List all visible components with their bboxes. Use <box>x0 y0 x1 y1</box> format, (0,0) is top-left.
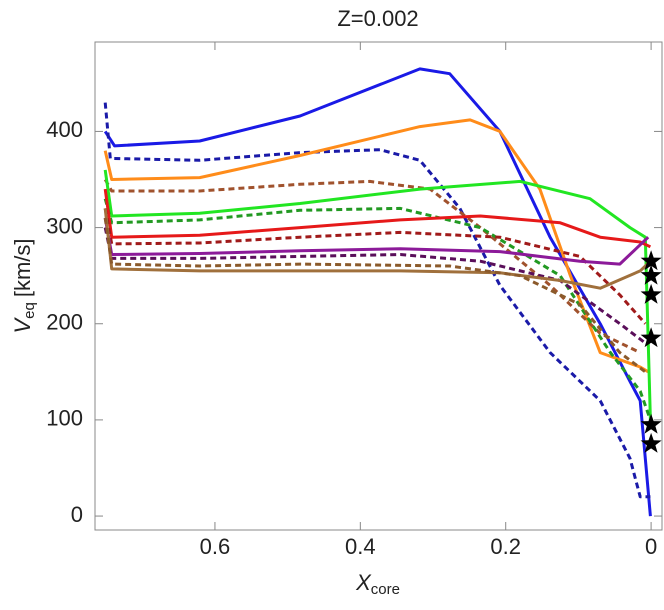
star-marker <box>640 413 662 434</box>
series-line <box>103 118 649 374</box>
series-line <box>103 188 652 249</box>
star-marker <box>640 283 662 304</box>
y-label-main: V <box>10 317 35 334</box>
x-tick-label: 0.2 <box>490 534 521 559</box>
star-marker <box>640 264 662 285</box>
series-line <box>103 198 652 421</box>
series-line <box>103 102 651 499</box>
x-label-main: X <box>355 570 372 595</box>
x-axis-label: Xcore <box>355 570 400 598</box>
y-tick-label: 100 <box>46 406 83 431</box>
series-line <box>103 227 647 345</box>
x-tick-label: 0.4 <box>345 534 376 559</box>
y-label-unit: [km/s] <box>10 238 35 297</box>
y-tick-label: 0 <box>71 502 83 527</box>
series-line <box>103 169 652 420</box>
star-marker <box>640 327 662 348</box>
chart-title: Z=0.002 <box>337 6 418 31</box>
series-line <box>103 217 647 373</box>
y-axis-label: Veq [km/s] <box>10 238 38 333</box>
series-line <box>103 217 650 266</box>
star-marker <box>640 250 662 271</box>
y-label-sub: eq <box>21 302 38 319</box>
plot-frame <box>94 41 663 531</box>
y-tick-label: 400 <box>46 117 83 142</box>
series-line <box>103 208 652 290</box>
x-label-sub: core <box>371 581 400 598</box>
series-line <box>103 67 652 517</box>
series-line <box>103 208 647 325</box>
y-tick-label: 200 <box>46 310 83 335</box>
x-tick-label: 0 <box>645 534 657 559</box>
x-tick-label: 0.6 <box>200 534 231 559</box>
y-tick-label: 300 <box>46 213 83 238</box>
star-marker <box>640 432 662 453</box>
series-line <box>103 178 641 354</box>
